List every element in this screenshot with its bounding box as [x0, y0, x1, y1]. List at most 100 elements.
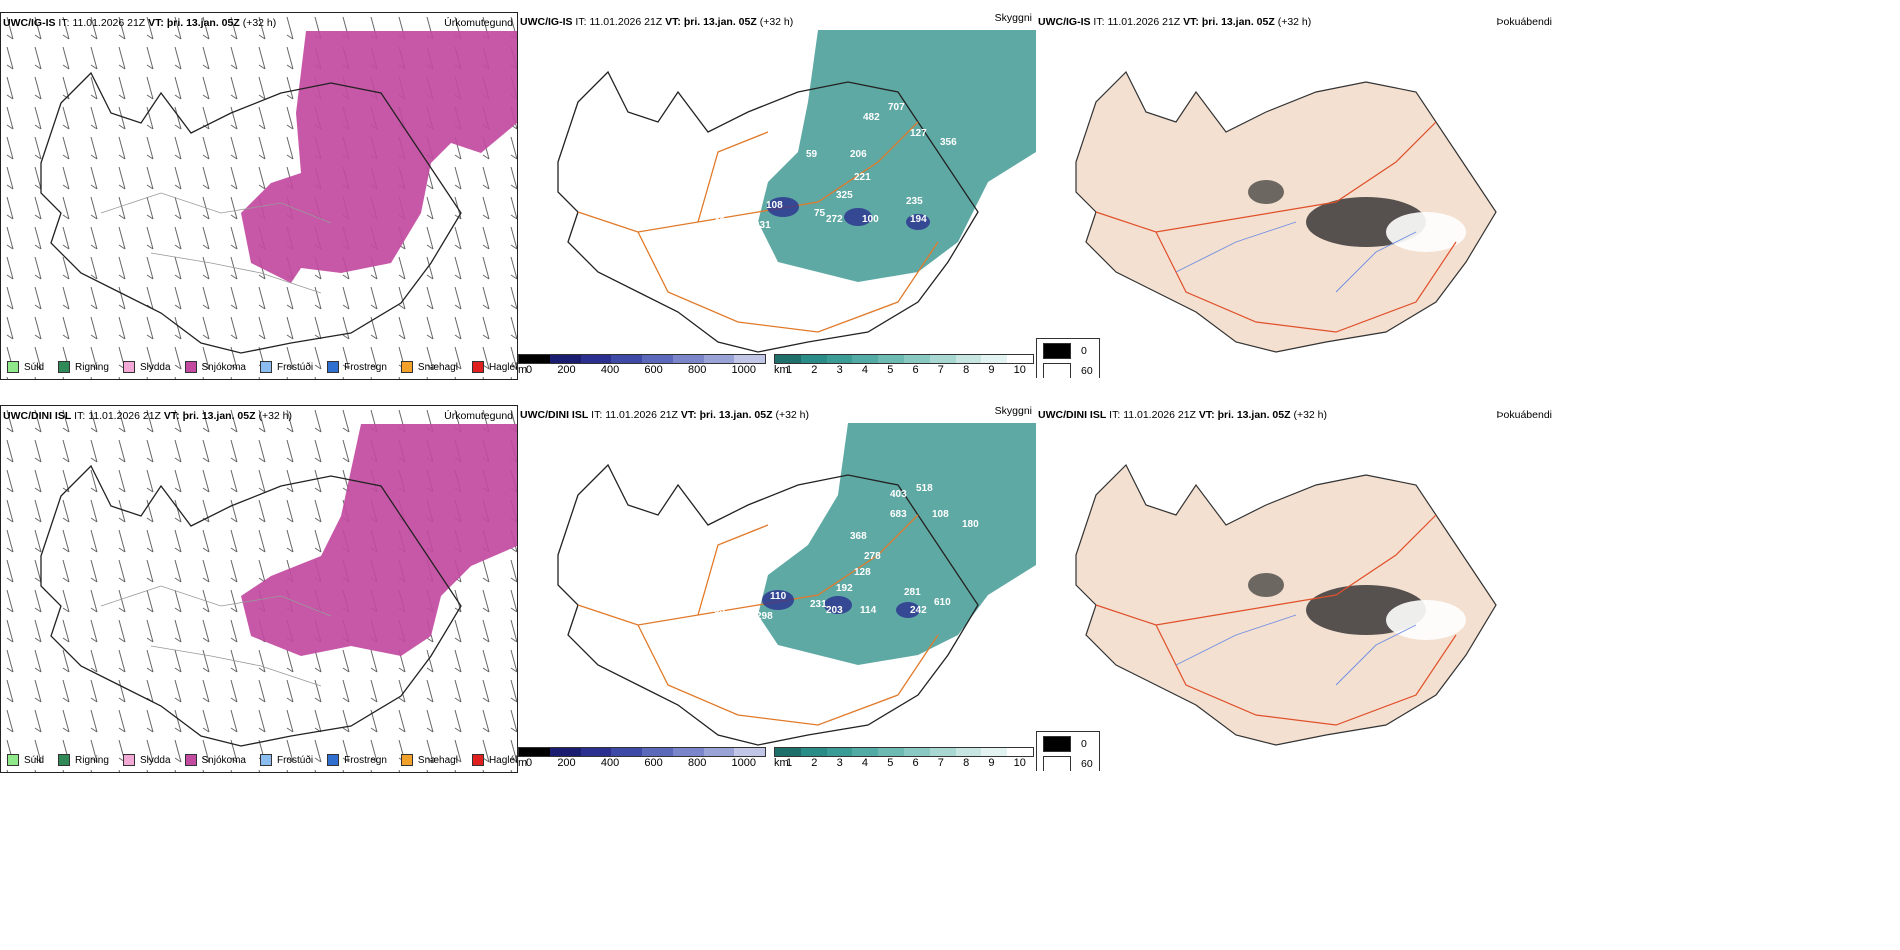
legend-item: Haglél: [471, 361, 517, 373]
vis-value: 194: [910, 214, 927, 225]
high-terrain: [762, 590, 794, 610]
vis-value: 278: [864, 551, 881, 562]
visibility-values: 403 518 683 108 180 368 278 128 192 281 …: [518, 405, 1036, 745]
vis-value: 272: [826, 214, 843, 225]
vis-value: 203: [826, 605, 843, 616]
panel-label: Úrkomutegund: [444, 410, 513, 422]
vis-value: 59: [806, 149, 818, 160]
fog-legend: 0 60: [1036, 338, 1100, 378]
vis-value: 16: [744, 707, 756, 718]
vis-value: 683: [890, 509, 907, 520]
legend-item: Snæhagl: [400, 361, 458, 373]
visibility-unit: km: [774, 364, 789, 376]
vis-value: 125: [764, 310, 781, 321]
swatch-snjokoma: [184, 754, 197, 766]
precip-legend: Súld Rigning Slydda Snjókoma Frostúði Fr…: [7, 361, 517, 373]
swatch-frostudi: [259, 754, 272, 766]
swatch-slydda: [122, 361, 135, 373]
legend-item: Frostúði: [259, 754, 313, 766]
panel-title: UWC/DINI ISL IT: 11.01.2026 21Z VT: þri.…: [1038, 409, 1328, 421]
fog-legend: 0 60: [1036, 731, 1100, 771]
iceland-outline: [40, 71, 462, 354]
vis-value: 100: [862, 214, 879, 225]
legend-item: Frostregn: [327, 754, 387, 766]
vis-value: 242: [910, 605, 927, 616]
legend-item: Frostúði: [259, 361, 313, 373]
precip-map-1: [1, 13, 517, 379]
panel-label: Skyggni: [994, 12, 1032, 24]
vis-value: 192: [836, 583, 853, 594]
panel-title: UWC/IG-IS IT: 11.01.2026 21Z VT: þri. 13…: [3, 17, 277, 29]
vis-value: 128: [854, 567, 871, 578]
iceland-outline: [557, 70, 979, 353]
legend-item: Snjókoma: [184, 754, 246, 766]
vis-value: 235: [906, 196, 923, 207]
vis-value: 114: [860, 605, 877, 616]
legend-item: Rigning: [58, 754, 109, 766]
panel-label: Skyggni: [994, 405, 1032, 417]
legend-item: Frostregn: [327, 361, 387, 373]
iceland-outline: [40, 464, 462, 747]
visibility-scale: 1 2 3 4 5 6 7 8 9 10 km: [774, 354, 1036, 376]
panel-label: Þokuábendi: [1496, 409, 1552, 421]
panel-title: UWC/DINI ISL IT: 11.01.2026 21Z VT: þri.…: [3, 410, 293, 422]
swatch-rigning: [58, 754, 71, 766]
vis-value: 356: [940, 137, 957, 148]
panel-title: UWC/DINI ISL IT: 11.01.2026 21Z VT: þri.…: [520, 409, 810, 421]
vis-value: 368: [850, 531, 867, 542]
elevation-scale: 0 200 400 600 800 1000 m: [518, 747, 768, 769]
visibility-panel-1: UWC/IG-IS IT: 11.01.2026 21Z VT: þri. 13…: [518, 12, 1036, 378]
vis-value: 180: [962, 519, 979, 530]
swatch-snaehagl: [400, 361, 413, 373]
precip-type-panel-1: UWC/IG-IS IT: 11.01.2026 21Z VT: þri. 13…: [0, 12, 518, 380]
vis-value: 89: [760, 703, 772, 714]
panel-title: UWC/IG-IS IT: 11.01.2026 21Z VT: þri. 13…: [1038, 16, 1312, 28]
elevation-unit: m: [518, 364, 528, 376]
visibility-map-1: [557, 30, 1036, 353]
vis-value: 231: [754, 220, 771, 231]
vis-value: 707: [888, 102, 905, 113]
vis-value: 610: [934, 597, 951, 608]
vis-value: 281: [904, 587, 921, 598]
vis-value: 231: [810, 599, 827, 610]
vis-value: 108: [766, 200, 783, 211]
vis-value: 221: [854, 172, 871, 183]
legend-item: Rigning: [58, 361, 109, 373]
swatch-sudl: [7, 754, 19, 766]
swatch-snaehagl: [400, 754, 413, 766]
swatch-rigning: [58, 361, 71, 373]
iceland-outline: [557, 463, 979, 746]
high-terrain: [767, 197, 799, 217]
snow-area: [241, 31, 517, 283]
rivers: [1175, 221, 1417, 293]
swatch-frostregn: [327, 754, 340, 766]
legend-item: Súld: [7, 361, 44, 373]
legend-item: Haglél: [471, 754, 517, 766]
fog-map-1: [1075, 70, 1497, 353]
vis-value: 127: [910, 128, 927, 139]
panel-label: Úrkomutegund: [444, 17, 513, 29]
visibility-values: 707 482 127 356 59 206 221 325 235 108 7…: [518, 12, 1036, 352]
legend-item: Súld: [7, 754, 44, 766]
swatch-hagl: [471, 754, 484, 766]
vis-value: 93: [714, 605, 726, 616]
swatch-hagl: [471, 361, 484, 373]
visibility-unit: km: [774, 757, 789, 769]
roads: [577, 121, 939, 333]
legend-item: Slydda: [122, 754, 171, 766]
swatch-frostregn: [327, 361, 340, 373]
vis-value: 482: [863, 112, 880, 123]
legend-item: Slydda: [122, 361, 171, 373]
elevation-scale: 0 200 400 600 800 1000 m: [518, 354, 768, 376]
roads: [1095, 121, 1457, 333]
snow-area: [241, 424, 517, 656]
swatch-snjokoma: [184, 361, 197, 373]
roads: [1095, 514, 1457, 726]
panel-label: Þokuábendi: [1496, 16, 1552, 28]
vis-value: 518: [916, 483, 933, 494]
roads: [577, 514, 939, 726]
fog-panel-1: UWC/IG-IS IT: 11.01.2026 21Z VT: þri. 13…: [1036, 12, 1556, 378]
visibility-field: [758, 30, 1036, 282]
vis-value: 403: [890, 489, 907, 500]
fog-panel-2: UWC/DINI ISL IT: 11.01.2026 21Z VT: þri.…: [1036, 405, 1556, 771]
